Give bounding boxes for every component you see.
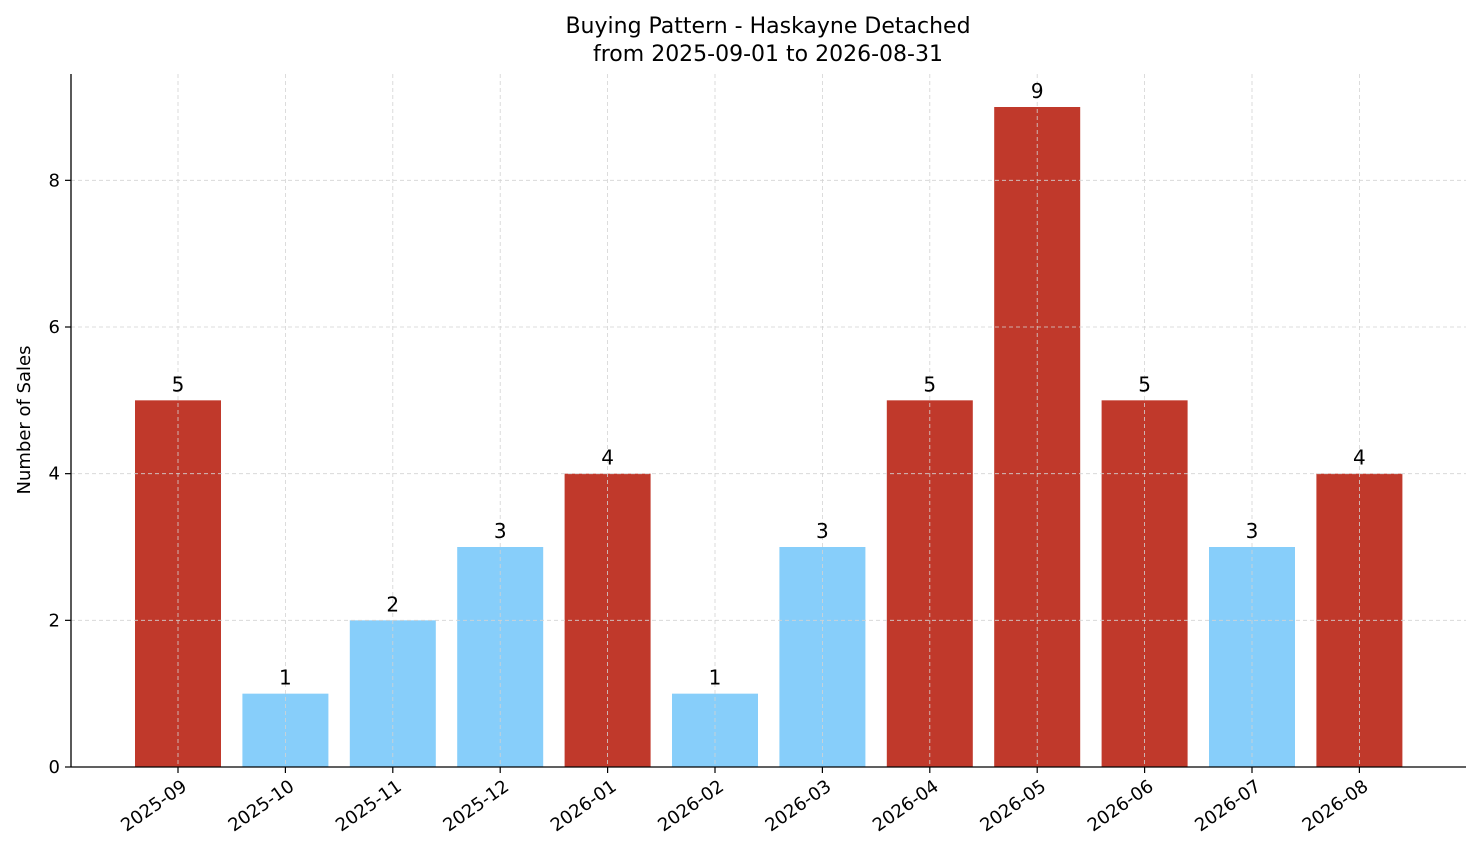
x-tick-label: 2025-12	[439, 776, 513, 836]
value-labels: 5 1 2 3 4 1 3 5 9 5 3 4	[172, 79, 1366, 690]
value-label-2026-03: 3	[816, 519, 829, 543]
y-tick-label: 2	[49, 610, 60, 631]
value-label-2025-10: 1	[279, 666, 292, 690]
value-label-2026-02: 1	[709, 666, 722, 690]
x-tick-label: 2026-04	[869, 776, 943, 836]
x-tick-label: 2025-09	[117, 776, 191, 836]
value-label-2026-04: 5	[923, 372, 936, 396]
x-tick-label: 2026-03	[762, 776, 836, 836]
x-tick-label: 2026-02	[654, 776, 728, 836]
value-label-2025-09: 5	[172, 372, 185, 396]
value-label-2026-06: 5	[1138, 372, 1151, 396]
y-axis-label: Number of Sales	[14, 345, 35, 494]
x-tick-label: 2026-07	[1191, 776, 1265, 836]
chart-subtitle: from 2025-09-01 to 2026-08-31	[593, 42, 943, 67]
x-tick-label: 2026-05	[976, 776, 1050, 836]
x-tick-label: 2026-06	[1084, 776, 1158, 836]
value-label-2026-05: 9	[1031, 79, 1044, 103]
value-label-2026-08: 4	[1353, 446, 1366, 470]
value-label-2026-01: 4	[601, 446, 614, 470]
y-tick-label: 6	[49, 317, 60, 338]
bar-2026-05	[994, 107, 1081, 767]
y-tick-label: 0	[49, 757, 60, 778]
chart-title: Buying Pattern - Haskayne Detached	[565, 14, 970, 39]
y-tick-label: 4	[49, 464, 60, 485]
value-label-2026-07: 3	[1246, 519, 1259, 543]
x-tick-label: 2025-11	[332, 776, 406, 836]
x-tick-label: 2026-01	[547, 776, 621, 836]
bars	[135, 107, 1403, 767]
value-label-2025-12: 3	[494, 519, 507, 543]
x-tick-label: 2026-08	[1299, 776, 1373, 836]
x-tick-label: 2025-10	[225, 776, 299, 836]
y-tick-label: 8	[49, 170, 60, 191]
grid-lines	[71, 74, 1466, 767]
value-label-2025-11: 2	[386, 592, 399, 616]
